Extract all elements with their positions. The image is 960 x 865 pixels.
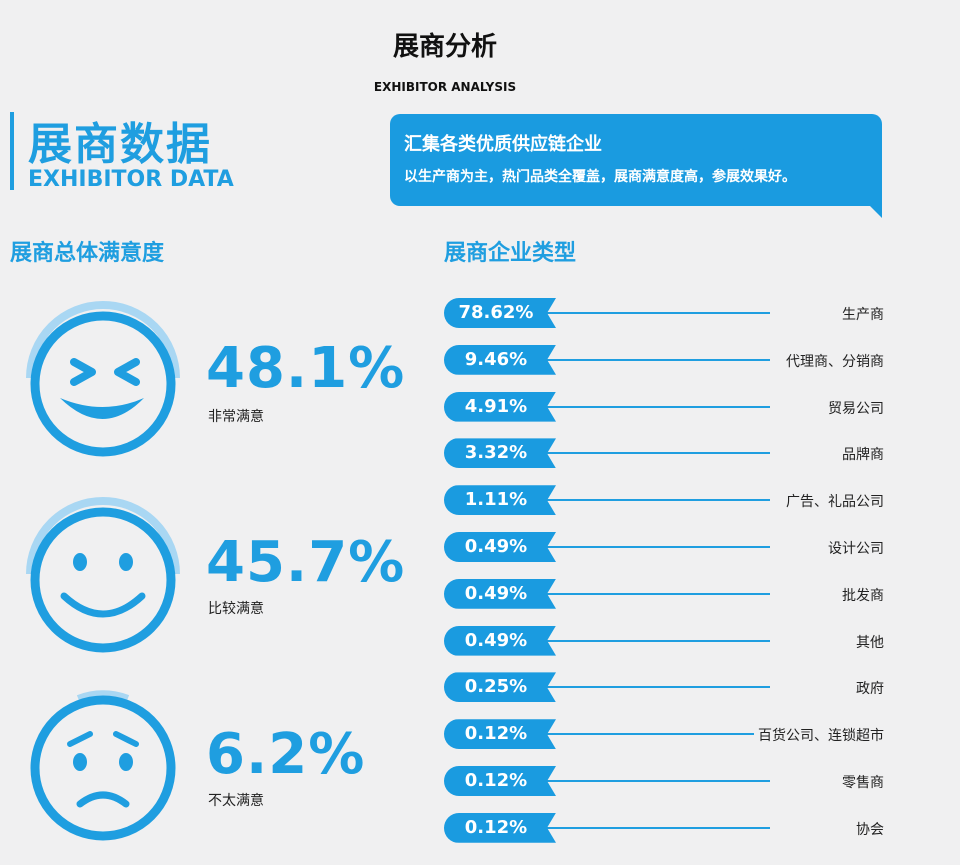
category-label: 百货公司、连锁超市	[754, 725, 884, 746]
worried-face-icon	[30, 690, 176, 841]
company-type-row: 0.49% 设计公司	[444, 530, 884, 562]
category-label: 批发商	[838, 584, 884, 605]
satisfaction-value-very: 48.1%	[206, 336, 406, 401]
section-title: 展商数据	[28, 119, 212, 170]
satisfaction-value-not: 6.2%	[206, 722, 366, 787]
company-type-row: 78.62% 生产商	[444, 296, 884, 328]
company-type-row: 4.91% 贸易公司	[444, 390, 884, 422]
data-label: 0.49%	[464, 629, 528, 651]
satisfaction-value-fairly: 45.7%	[206, 530, 406, 595]
data-label: 4.91%	[464, 395, 528, 417]
company-types-heading: 展商企业类型	[444, 241, 577, 266]
data-label: 0.49%	[464, 536, 528, 557]
value-pill	[444, 344, 556, 375]
leader-line	[544, 546, 770, 548]
leader-line	[544, 826, 770, 829]
value-pill	[444, 578, 556, 609]
category-label: 其他	[852, 631, 884, 652]
value-pill	[444, 485, 556, 516]
category-label: 广告、礼品公司	[782, 491, 884, 512]
leader-line	[544, 639, 770, 642]
company-type-row: 0.12% 百货公司、连锁超市	[444, 717, 884, 750]
callout-bubble	[390, 114, 882, 206]
value-pill	[444, 766, 556, 796]
value-pill	[444, 298, 556, 328]
value-pill	[444, 625, 556, 656]
company-type-row: 0.12% 协会	[444, 811, 884, 843]
company-type-row: 9.46% 代理商、分销商	[444, 343, 884, 375]
company-type-row: 0.25% 政府	[444, 670, 884, 703]
page-subtitle: EXHIBITOR ANALYSIS	[373, 80, 517, 94]
company-type-chart: 78.62% 生产商 9.46% 代理商、分销商 4.91% 贸易公司 3.32% 品牌商 1.…	[444, 296, 884, 856]
category-label: 生产商	[838, 304, 884, 324]
leader-line	[544, 405, 770, 408]
company-type-row: 0.49% 其他	[444, 624, 884, 656]
value-pill	[444, 812, 556, 843]
category-label: 贸易公司	[824, 397, 884, 418]
data-label: 1.11%	[464, 489, 528, 511]
leader-line	[544, 358, 770, 361]
value-pill	[444, 532, 556, 562]
category-label: 设计公司	[824, 538, 884, 558]
data-label: 3.32%	[464, 442, 528, 464]
category-label: 品牌商	[838, 444, 884, 465]
section-title-en: EXHIBITOR DATA	[28, 167, 234, 192]
company-type-row: 1.11% 广告、礼品公司	[444, 483, 884, 516]
leader-line	[544, 686, 770, 689]
category-label: 零售商	[838, 772, 884, 792]
leader-line	[544, 452, 770, 455]
value-pill	[444, 391, 556, 422]
company-type-row: 0.12% 零售商	[444, 764, 884, 796]
callout-bubble-tail	[860, 196, 882, 218]
callout-text: 以生产商为主，热门品类全覆盖，展商满意度高，参展效果好。	[404, 169, 796, 185]
leader-line	[544, 733, 770, 736]
category-label: 协会	[852, 818, 884, 839]
satisfaction-heading: 展商总体满意度	[10, 241, 165, 266]
company-type-row: 3.32% 品牌商	[444, 436, 884, 469]
company-type-row: 0.49% 批发商	[444, 577, 884, 609]
data-label: 0.25%	[464, 676, 528, 698]
smiling-face-icon	[26, 497, 180, 653]
data-label: 0.49%	[464, 582, 528, 604]
value-pill	[444, 672, 556, 703]
leader-line	[544, 312, 770, 314]
data-label: 9.46%	[464, 348, 528, 370]
leader-line	[544, 499, 770, 502]
callout-heading: 汇集各类优质供应链企业	[404, 134, 602, 155]
data-label: 0.12%	[464, 816, 528, 838]
value-pill	[444, 438, 556, 469]
category-label: 代理商、分销商	[782, 350, 884, 371]
value-pill	[444, 719, 556, 750]
page-title: 展商分析	[392, 32, 497, 62]
leader-line	[544, 780, 770, 782]
data-label: 0.12%	[464, 770, 528, 791]
very-happy-face-icon	[26, 301, 180, 457]
section-accent-bar	[10, 112, 14, 190]
satisfaction-label-not: 不太满意	[208, 793, 264, 809]
satisfaction-label-very: 非常满意	[208, 409, 264, 425]
leader-line	[544, 592, 770, 595]
data-label: 0.12%	[464, 723, 528, 745]
category-label: 政府	[852, 678, 884, 699]
data-label: 78.62%	[458, 302, 534, 323]
satisfaction-label-fairly: 比较满意	[208, 601, 264, 617]
